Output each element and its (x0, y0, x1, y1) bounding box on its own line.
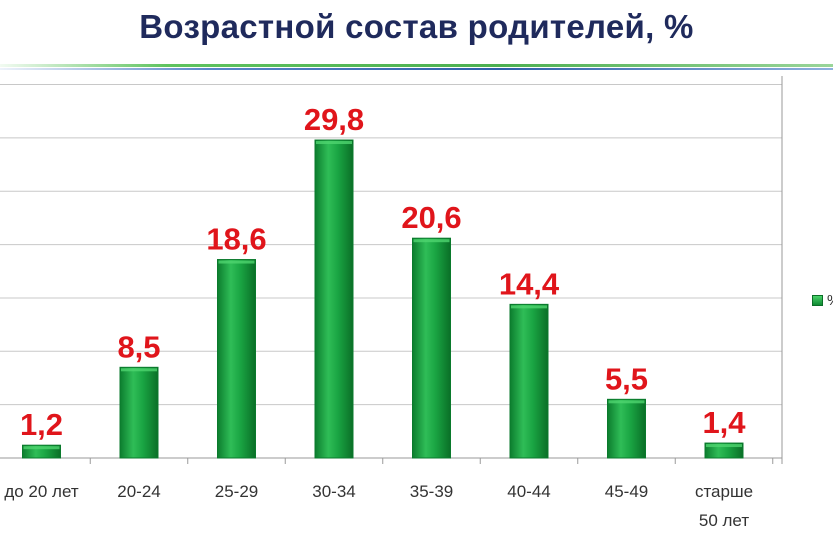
x-tick-label: старше (695, 482, 753, 501)
x-tick-label: до 20 лет (4, 482, 79, 501)
x-tick-label: 50 лет (699, 511, 749, 530)
x-tick-label: 25-29 (215, 482, 258, 501)
bar (412, 237, 451, 459)
bar (704, 442, 744, 459)
bar (509, 303, 549, 459)
data-label: 1,2 (20, 407, 63, 442)
x-tick-label: 45-49 (605, 482, 648, 501)
bar (314, 139, 354, 459)
title-divider-green (0, 64, 833, 67)
data-label: 1,4 (702, 405, 746, 440)
data-label: 5,5 (605, 361, 648, 396)
x-tick-label: 20-24 (117, 482, 160, 501)
data-label: 14,4 (499, 266, 560, 301)
bar (22, 444, 61, 459)
x-tick-label: 35-39 (410, 482, 453, 501)
bar (217, 259, 256, 459)
x-tick-label: 30-34 (312, 482, 355, 501)
data-label: 18,6 (206, 222, 266, 257)
bar (607, 398, 646, 459)
legend-label: % (827, 292, 833, 309)
legend-swatch (812, 295, 823, 306)
x-tick-label: 40-44 (507, 482, 550, 501)
data-label: 29,8 (304, 102, 364, 137)
data-label: 8,5 (117, 329, 160, 364)
bar (119, 366, 159, 459)
title-divider-blue (0, 68, 833, 70)
page-title: Возрастной состав родителей, % (139, 8, 694, 45)
legend: % (812, 292, 833, 309)
data-label: 20,6 (401, 200, 461, 235)
